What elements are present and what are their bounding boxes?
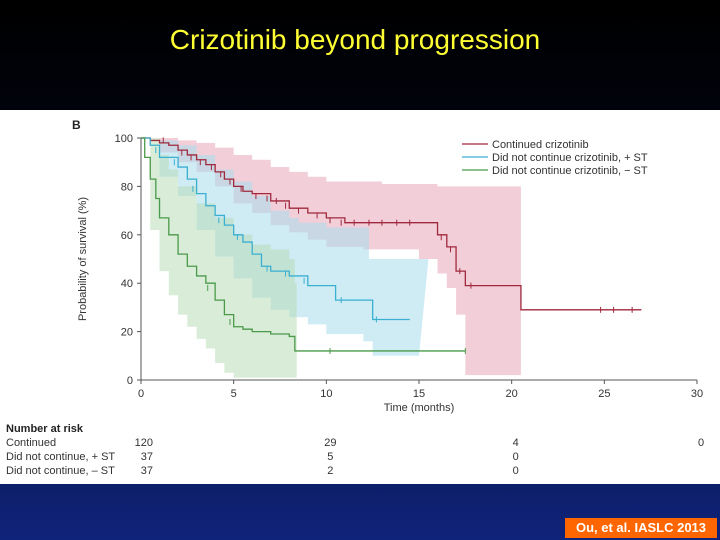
panel-label: B [72,118,81,132]
risk-value-0-0: 120 [135,437,153,449]
x-tick-label-30: 30 [691,388,703,400]
legend-entry-1: Did not continue crizotinib, + ST [492,152,648,164]
ci-band-2 [141,138,297,380]
y-axis-label: Probability of survival (%) [77,197,89,321]
y-tick-label-0: 0 [127,375,133,387]
survival-figure: 0 20 40 60 80 100 0 5 10 15 20 25 30 Time (months) Pro… [0,110,720,484]
x-tick-label-5: 5 [231,388,237,400]
risk-row-label-1: Did not continue, + ST [6,451,115,463]
risk-value-1-0: 37 [141,451,153,463]
risk-value-2-0: 37 [141,465,153,477]
citation-badge: Ou, et al. IASLC 2013 [565,518,717,538]
y-tick-label-40: 40 [121,278,133,290]
slide-title: Crizotinib beyond progression [169,24,541,55]
risk-row-label-2: Did not continue, – ST [6,465,115,477]
survival-curve-0 [141,137,642,311]
x-tick-label-10: 10 [320,388,332,400]
ci-band-1 [141,138,429,356]
legend-entry-2: Did not continue crizotinib, − ST [492,165,648,177]
risk-table-title: Number at risk [6,423,84,435]
x-tick-label-0: 0 [138,388,144,400]
y-tick-label-60: 60 [121,230,133,242]
y-tick-label-80: 80 [121,181,133,193]
risk-value-0-1: 29 [324,437,336,449]
x-tick-label-25: 25 [598,388,610,400]
x-tick-label-15: 15 [413,388,425,400]
risk-value-0-3: 0 [698,437,704,449]
survival-curve-2 [141,137,466,352]
x-tick-label-20: 20 [506,388,518,400]
y-tick-label-100: 100 [115,133,133,145]
y-tick-label-20: 20 [121,327,133,339]
x-axis-label: Time (months) [384,402,455,414]
risk-row-label-0: Continued [6,437,56,449]
risk-value-0-2: 4 [513,437,519,449]
risk-value-1-2: 0 [513,451,519,463]
legend-entry-0: Continued crizotinib [492,139,589,151]
risk-value-2-1: 2 [327,465,333,477]
risk-value-1-1: 5 [327,451,333,463]
survival-curve-1 [141,137,410,321]
risk-value-2-2: 0 [513,465,519,477]
